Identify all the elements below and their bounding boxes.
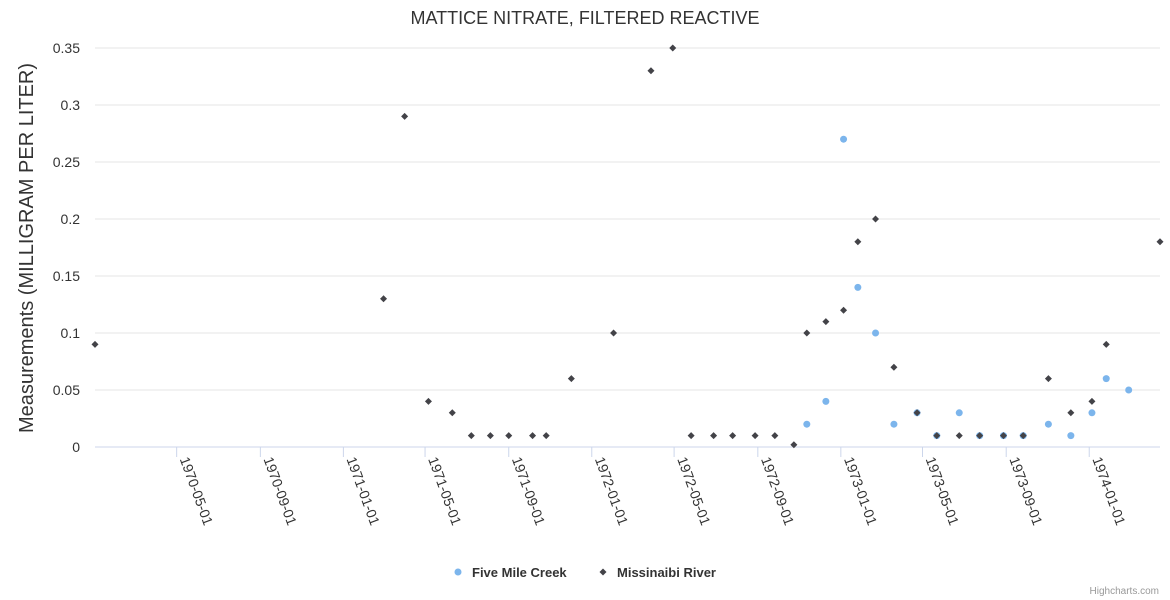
data-point[interactable]	[1102, 340, 1110, 348]
data-point[interactable]	[91, 340, 99, 348]
y-tick-label: 0.1	[61, 325, 81, 341]
data-point[interactable]	[803, 420, 811, 428]
legend: Five Mile Creek Missinaibi River	[454, 565, 716, 580]
y-tick-label: 0.3	[61, 97, 81, 113]
data-point[interactable]	[751, 432, 759, 440]
data-point[interactable]	[401, 112, 409, 120]
data-point[interactable]	[529, 432, 537, 440]
data-point[interactable]	[1156, 238, 1164, 246]
data-point[interactable]	[999, 432, 1007, 440]
data-point[interactable]	[505, 432, 513, 440]
data-point[interactable]	[710, 432, 718, 440]
data-point[interactable]	[542, 432, 550, 440]
data-point[interactable]	[890, 363, 898, 371]
data-point[interactable]	[840, 306, 848, 314]
data-point[interactable]	[822, 397, 830, 405]
legend-symbol	[599, 568, 607, 576]
data-point[interactable]	[933, 432, 941, 440]
legend-item-missinaibi-river[interactable]: Missinaibi River	[599, 565, 716, 580]
y-tick-label: 0.2	[61, 211, 81, 227]
data-point[interactable]	[840, 135, 848, 143]
legend-item-five-mile-creek[interactable]: Five Mile Creek	[454, 565, 568, 580]
data-points	[91, 44, 1164, 449]
data-point[interactable]	[486, 432, 494, 440]
data-point[interactable]	[1019, 432, 1027, 440]
data-point[interactable]	[567, 375, 575, 383]
data-point[interactable]	[1102, 375, 1110, 383]
data-point[interactable]	[729, 432, 737, 440]
data-point[interactable]	[771, 432, 779, 440]
data-point[interactable]	[424, 397, 432, 405]
data-point[interactable]	[854, 283, 862, 291]
data-point[interactable]	[1044, 420, 1052, 428]
legend-symbol	[454, 568, 462, 576]
data-point[interactable]	[467, 432, 475, 440]
y-tick-label: 0	[72, 439, 80, 455]
data-point[interactable]	[1067, 409, 1075, 417]
data-point[interactable]	[872, 215, 880, 223]
chart-title: MATTICE NITRATE, FILTERED REACTIVE	[410, 8, 759, 28]
data-point[interactable]	[1044, 375, 1052, 383]
data-point[interactable]	[1067, 432, 1075, 440]
data-point[interactable]	[872, 329, 880, 337]
data-point[interactable]	[1125, 386, 1133, 394]
legend-label: Missinaibi River	[617, 565, 716, 580]
y-tick-label: 0.35	[53, 40, 80, 56]
y-axis-ticks: 0 0.05 0.1 0.15 0.2 0.25 0.3 0.35	[53, 40, 80, 455]
data-point[interactable]	[803, 329, 811, 337]
legend-label: Five Mile Creek	[472, 565, 567, 580]
credits-link[interactable]: Highcharts.com	[1090, 586, 1159, 597]
data-point[interactable]	[669, 44, 677, 52]
data-point[interactable]	[610, 329, 618, 337]
y-axis-label: Measurements (MILLIGRAM PER LITER)	[16, 63, 38, 433]
data-point[interactable]	[448, 409, 456, 417]
y-tick-label: 0.05	[53, 382, 80, 398]
series-missinaibi-river	[91, 44, 1164, 449]
data-point[interactable]	[913, 409, 921, 417]
data-point[interactable]	[854, 238, 862, 246]
data-point[interactable]	[822, 318, 830, 326]
data-point[interactable]	[380, 295, 388, 303]
y-tick-label: 0.15	[53, 268, 80, 284]
data-point[interactable]	[955, 432, 963, 440]
data-point[interactable]	[955, 409, 963, 417]
data-point[interactable]	[687, 432, 695, 440]
data-point[interactable]	[1088, 409, 1096, 417]
grid-lines	[95, 47, 1160, 448]
y-tick-label: 0.25	[53, 154, 80, 170]
data-point[interactable]	[790, 441, 798, 449]
data-point[interactable]	[976, 432, 984, 440]
data-point[interactable]	[890, 420, 898, 428]
data-point[interactable]	[1088, 397, 1096, 405]
data-point[interactable]	[647, 67, 655, 75]
